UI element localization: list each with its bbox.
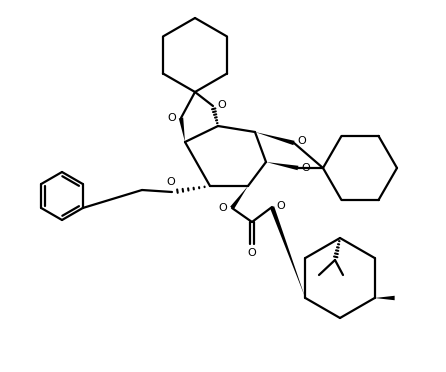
Polygon shape: [230, 186, 248, 209]
Polygon shape: [270, 206, 306, 298]
Text: O: O: [301, 163, 310, 173]
Text: O: O: [277, 201, 285, 211]
Polygon shape: [375, 296, 395, 300]
Text: O: O: [167, 177, 175, 187]
Text: O: O: [297, 136, 306, 146]
Text: O: O: [248, 248, 256, 258]
Polygon shape: [266, 162, 298, 170]
Text: O: O: [168, 113, 176, 123]
Polygon shape: [179, 118, 185, 142]
Text: O: O: [218, 100, 227, 110]
Polygon shape: [255, 132, 295, 145]
Text: O: O: [219, 203, 227, 213]
